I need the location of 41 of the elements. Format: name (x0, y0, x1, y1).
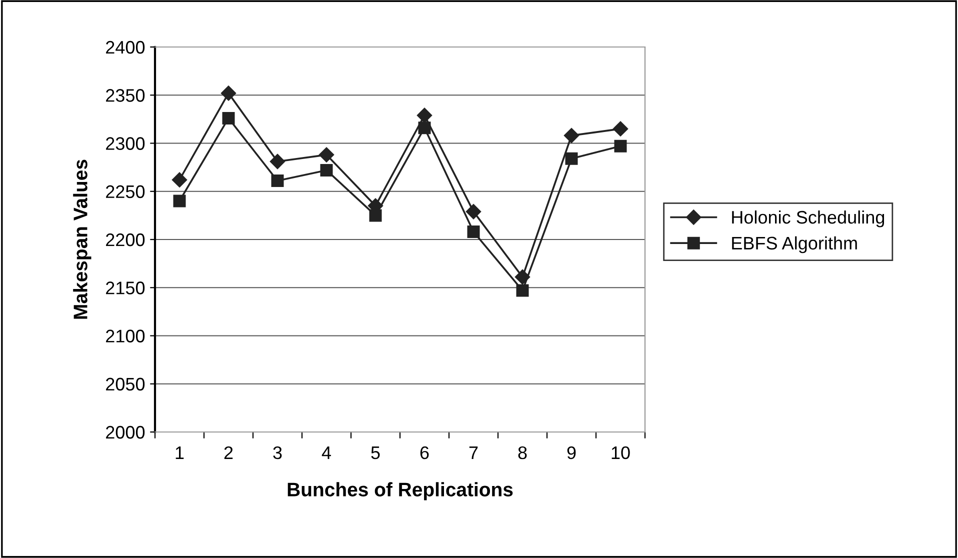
y-axis-title: Makespan Values (73, 160, 92, 319)
point (320, 164, 333, 176)
y-tick-label: 2300 (106, 137, 145, 150)
y-tick-label: 2350 (106, 89, 145, 102)
x-tick-label: 5 (371, 446, 380, 460)
point (271, 174, 284, 188)
y-tick-label: 2000 (106, 426, 145, 439)
point (172, 172, 188, 188)
x-tick-label: 10 (612, 446, 630, 460)
x-tick-label: 8 (518, 446, 527, 460)
point (565, 152, 578, 165)
x-tick-label: 3 (273, 446, 282, 460)
point (466, 204, 482, 220)
y-tick-label: 2200 (106, 233, 145, 246)
x-tick-label: 2 (224, 446, 233, 459)
x-tick-label: 6 (420, 446, 429, 460)
point (220, 86, 236, 101)
point (369, 209, 382, 222)
y-tick-label: 2400 (106, 40, 145, 54)
point (318, 147, 334, 162)
legend-label: EBFS Algorithm (732, 236, 857, 254)
point (467, 226, 480, 238)
point (614, 140, 627, 152)
point (222, 112, 235, 124)
point (612, 121, 628, 136)
point (416, 108, 432, 123)
x-tick-label: 7 (469, 446, 478, 459)
point (173, 194, 186, 208)
y-tick-label: 2050 (106, 378, 145, 391)
y-tick-label: 2100 (106, 330, 145, 342)
y-tick-label: 2150 (106, 282, 145, 294)
point (270, 154, 286, 170)
point (418, 122, 431, 134)
y-tick-label: 2250 (106, 185, 145, 198)
x-axis-title: Bunches of Replications (288, 482, 513, 500)
x-tick-label: 1 (176, 446, 184, 459)
legend-label: Holonic Scheduling (732, 210, 884, 228)
x-tick-label: 9 (567, 446, 576, 460)
point (516, 284, 529, 297)
x-tick-label: 4 (322, 446, 331, 459)
point (564, 128, 580, 144)
